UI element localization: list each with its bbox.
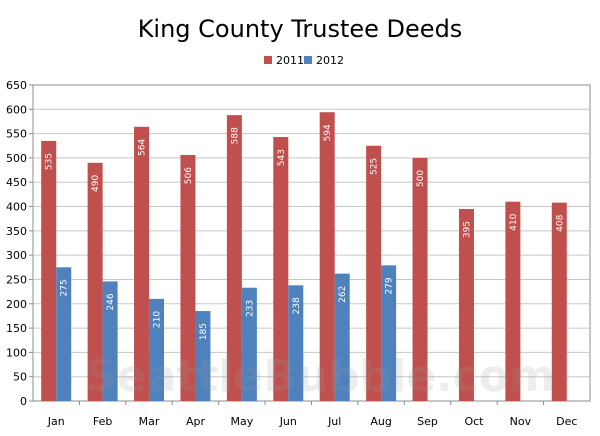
bar-2012-jul xyxy=(334,273,350,401)
data-label-2011-jul: 594 xyxy=(323,124,333,141)
bar-2012-apr xyxy=(195,311,211,401)
bar-2011-mar xyxy=(134,126,150,401)
data-label-2011-sep: 500 xyxy=(416,170,426,187)
bar-2011-may xyxy=(226,115,242,401)
data-label-2011-oct: 395 xyxy=(462,221,472,238)
data-label-2011-apr: 506 xyxy=(184,167,194,184)
bar-2012-feb xyxy=(102,281,118,401)
plot-area: 535 275 490 246 564 210 506 185 588 233 543 238 594 2… xyxy=(6,79,591,428)
bar-2011-sep xyxy=(412,157,428,401)
y-tick-label: 450 xyxy=(6,176,27,189)
legend-swatch-2011 xyxy=(264,56,272,64)
x-tick-label: Dec xyxy=(556,415,577,428)
tick-labels: 0 50 100 150 200 250 300 350 400 450 500 550 600 650 J… xyxy=(6,79,577,428)
data-label-2012-jan: 275 xyxy=(60,279,70,296)
legend-label-2011: 2011 xyxy=(276,54,304,67)
legend-swatch-2012 xyxy=(304,56,312,64)
bar-2011-nov xyxy=(505,201,521,401)
y-tick-label: 250 xyxy=(6,273,27,286)
y-tick-label: 550 xyxy=(6,128,27,141)
y-tick-label: 650 xyxy=(6,79,27,92)
y-tick-label: 400 xyxy=(6,201,27,214)
x-tick-label: Oct xyxy=(464,415,484,428)
y-tick-label: 50 xyxy=(13,371,27,384)
data-labels: 535 275 490 246 564 210 506 185 588 233 543 238 594 2… xyxy=(45,124,566,340)
legend-label-2012: 2012 xyxy=(316,54,344,67)
data-label-2012-aug: 279 xyxy=(385,277,395,294)
data-label-2012-jul: 262 xyxy=(338,286,348,303)
data-label-2011-feb: 490 xyxy=(91,175,101,192)
data-label-2012-may: 233 xyxy=(245,300,255,317)
bar-2012-may xyxy=(241,287,257,401)
x-tick-label: Feb xyxy=(93,415,112,428)
y-tick-label: 0 xyxy=(20,395,27,408)
data-label-2011-may: 588 xyxy=(230,127,240,144)
bar-2011-jul xyxy=(319,112,335,402)
data-label-2011-nov: 410 xyxy=(509,213,519,230)
legend: 2011 2012 xyxy=(264,54,344,67)
axes xyxy=(29,84,591,405)
x-tick-label: Apr xyxy=(186,415,206,428)
x-tick-label: Nov xyxy=(510,415,532,428)
x-tick-label: Sep xyxy=(417,415,438,428)
y-tick-label: 150 xyxy=(6,322,27,335)
y-tick-label: 100 xyxy=(6,346,27,359)
y-tick-label: 300 xyxy=(6,249,27,262)
bar-2011-aug xyxy=(366,145,382,401)
bar-2012-aug xyxy=(381,265,397,401)
bar-2011-jun xyxy=(273,137,289,401)
x-tick-label: Aug xyxy=(370,415,391,428)
bar-2011-apr xyxy=(180,155,196,401)
y-tick-label: 600 xyxy=(6,103,27,116)
bar-2011-oct xyxy=(458,208,474,401)
data-label-2011-jun: 543 xyxy=(277,149,287,166)
data-label-2012-mar: 210 xyxy=(153,311,163,328)
bar-2011-feb xyxy=(87,162,103,401)
x-tick-label: Jul xyxy=(327,415,341,428)
bar-2012-mar xyxy=(149,298,165,401)
data-label-2012-feb: 246 xyxy=(106,293,116,310)
data-label-2011-dec: 408 xyxy=(555,214,565,231)
y-tick-label: 200 xyxy=(6,298,27,311)
data-label-2011-jan: 535 xyxy=(45,153,55,170)
plot-frame xyxy=(32,84,591,402)
bar-2011-dec xyxy=(551,202,567,401)
bars xyxy=(41,112,567,402)
watermark: SeattleBubble.com xyxy=(85,351,555,402)
x-tick-label: Jan xyxy=(47,415,65,428)
x-tick-label: May xyxy=(231,415,254,428)
y-tick-label: 500 xyxy=(6,152,27,165)
bar-2012-jun xyxy=(288,285,304,401)
y-tick-label: 350 xyxy=(6,225,27,238)
data-label-2011-aug: 525 xyxy=(370,158,380,175)
x-tick-label: Mar xyxy=(139,415,160,428)
bar-2012-jan xyxy=(56,267,72,401)
x-tick-label: Jun xyxy=(279,415,297,428)
data-label-2012-jun: 238 xyxy=(292,297,302,314)
bar-2011-jan xyxy=(41,140,57,401)
data-label-2012-apr: 185 xyxy=(199,323,209,340)
data-label-2011-mar: 564 xyxy=(138,139,148,156)
chart-title: King County Trustee Deeds xyxy=(138,15,463,43)
